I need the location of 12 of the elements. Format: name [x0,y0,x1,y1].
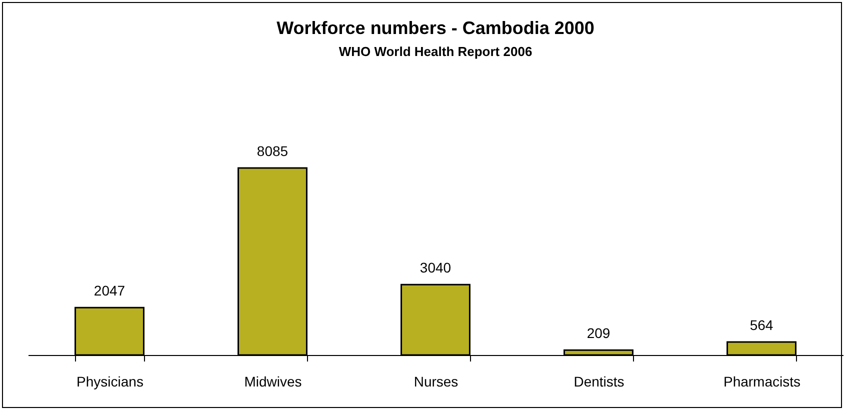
x-tick-label: Pharmacists [723,374,801,390]
x-tick-label: Dentists [574,374,624,390]
data-label: 564 [750,316,774,333]
data-label: 3040 [420,260,452,276]
chart-subtitle: WHO World Health Report 2006 [338,44,532,59]
chart-title: Workforce numbers - Cambodia 2000 [276,18,594,38]
data-label: 2047 [94,282,126,299]
x-tick-label: Midwives [244,374,302,390]
data-label: 8085 [256,143,288,159]
x-tick-label: Physicians [76,374,144,390]
data-label: 209 [586,325,610,342]
x-tick-label: Nurses [414,374,458,390]
